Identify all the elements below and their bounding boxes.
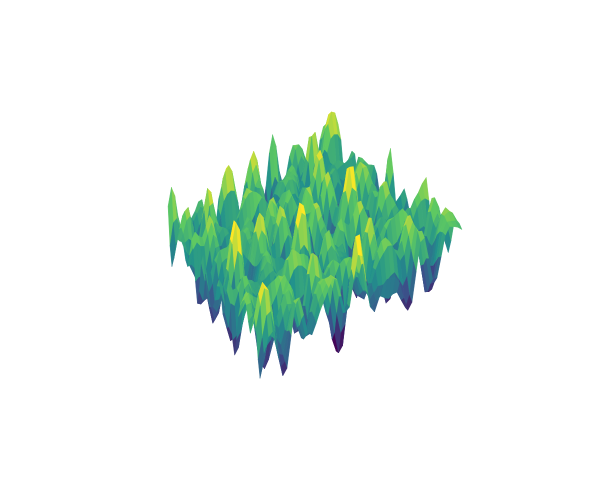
surface-patch <box>259 347 267 379</box>
surface-mesh <box>167 111 463 379</box>
